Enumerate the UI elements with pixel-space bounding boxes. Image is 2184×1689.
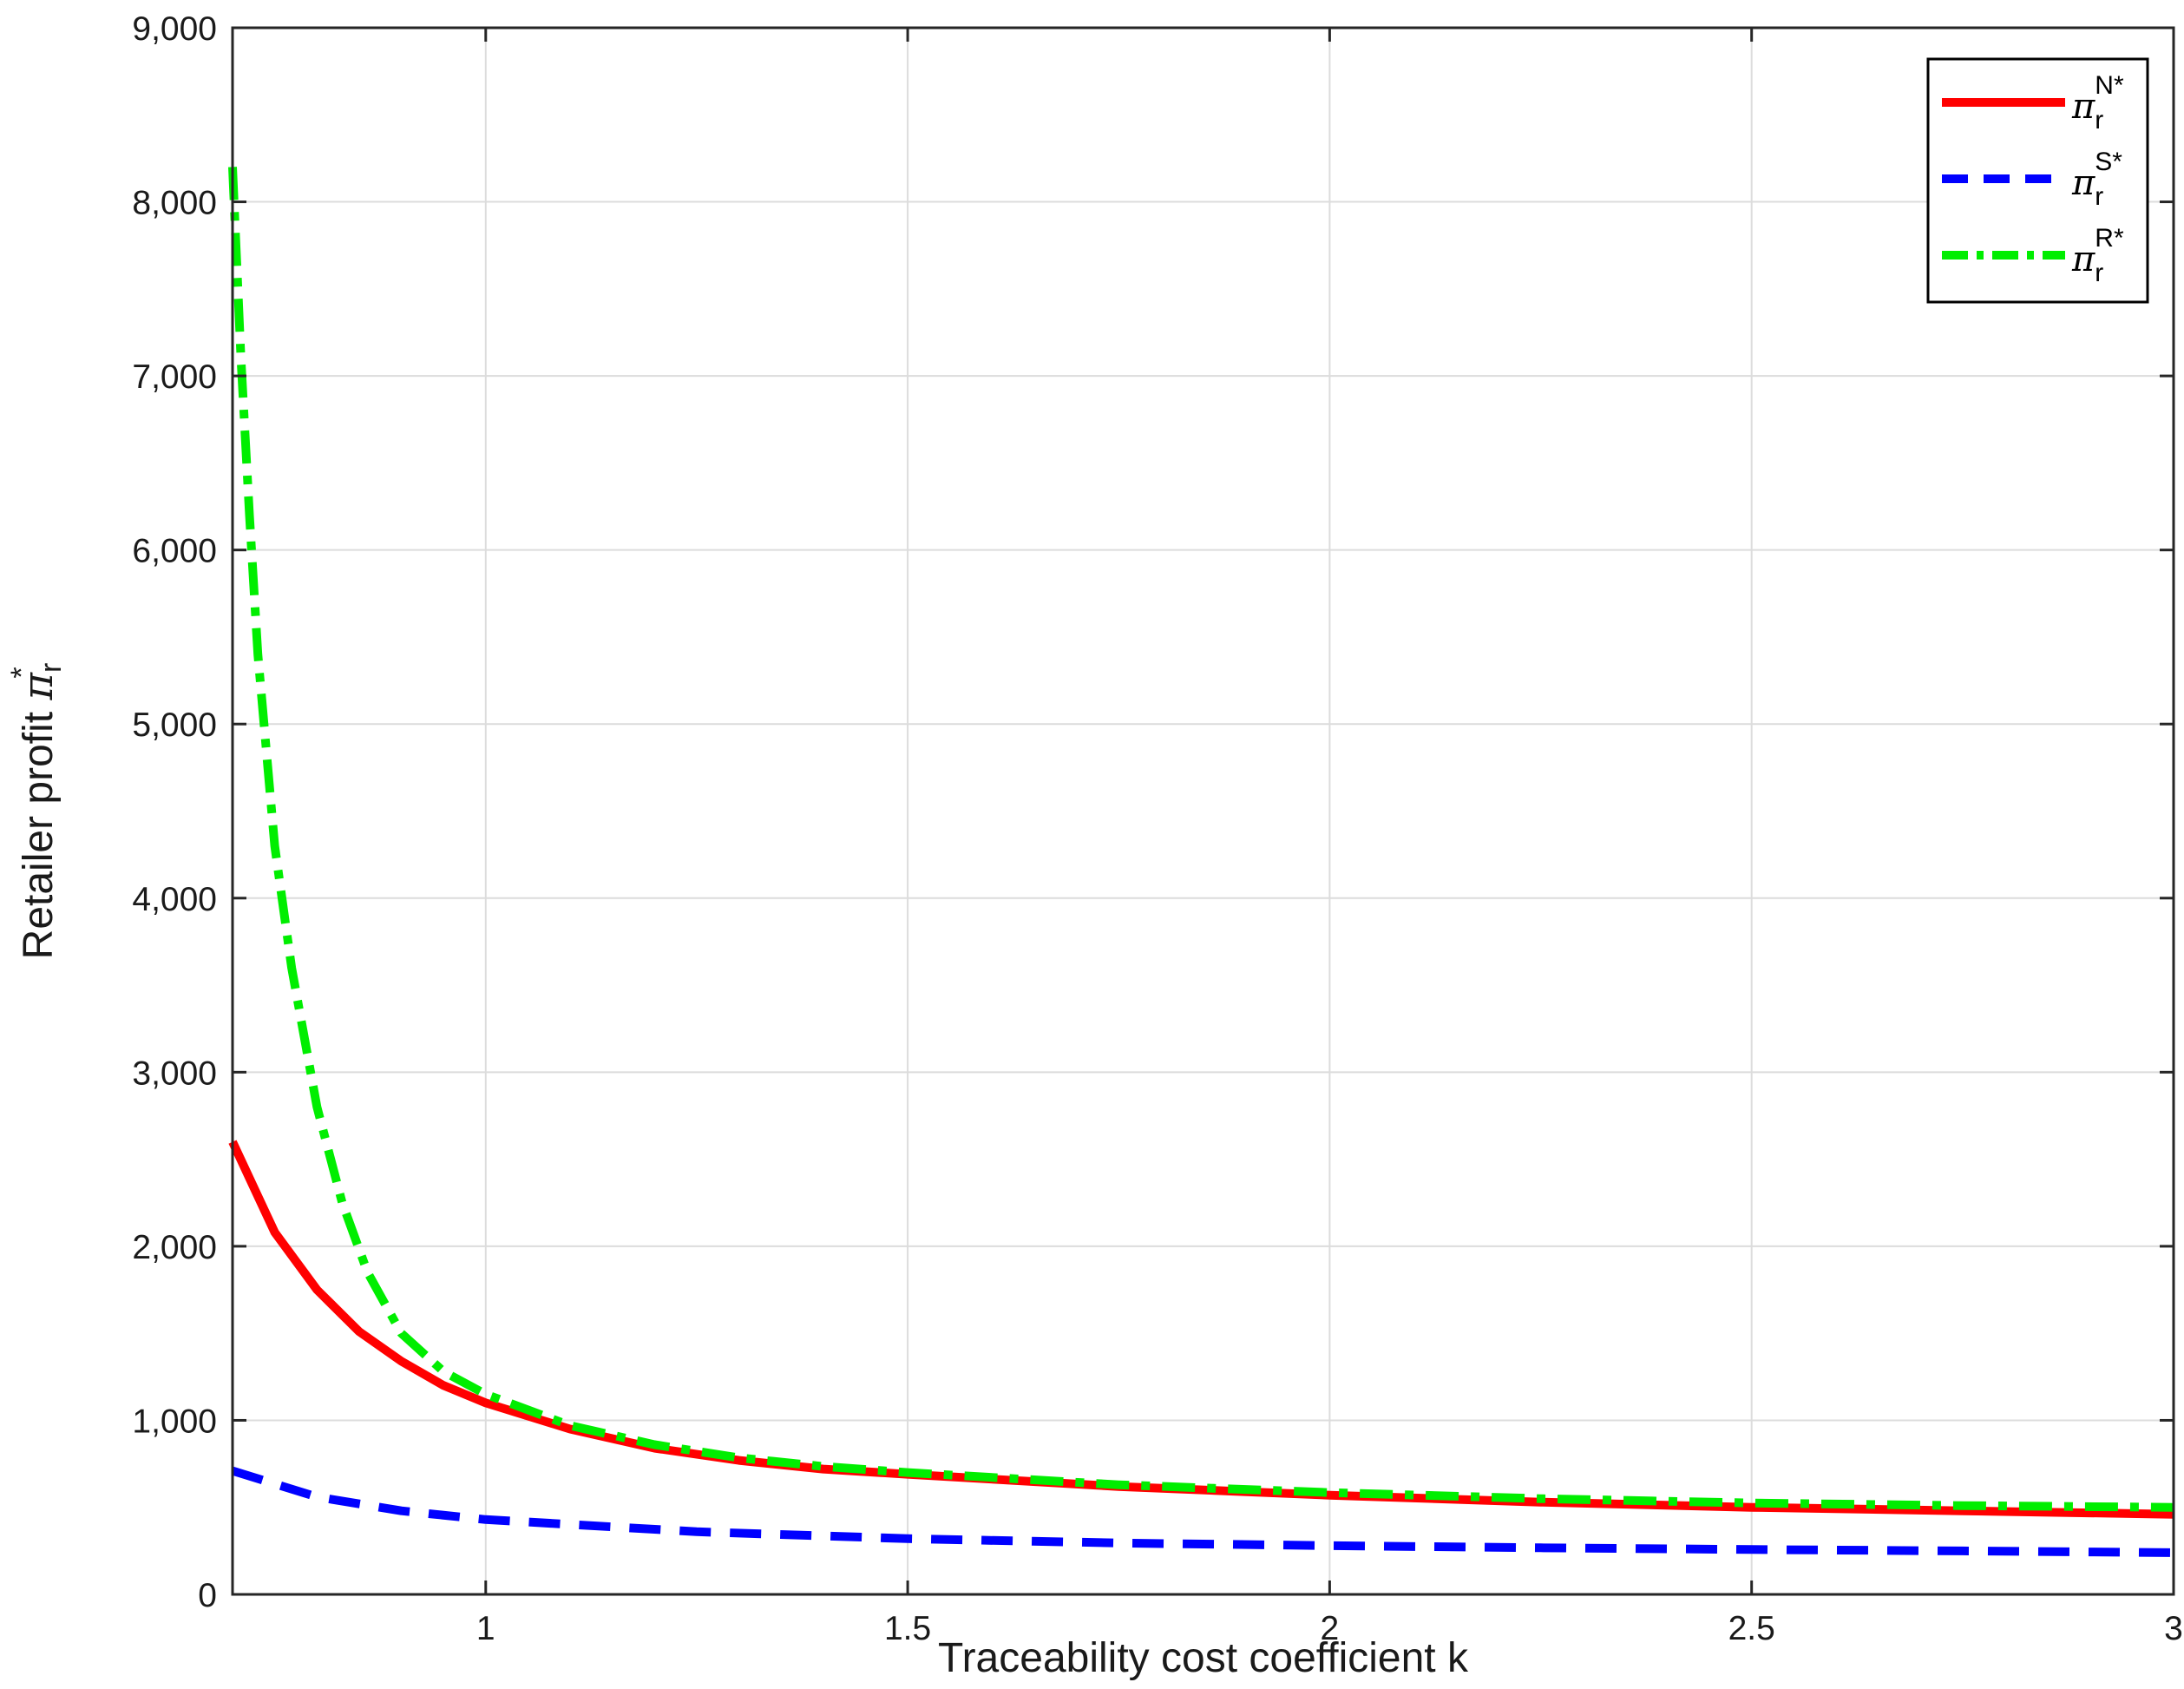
series-lines	[228, 167, 2174, 1557]
x-tick-label: 3	[2164, 1610, 2183, 1647]
y-tick-label: 8,000	[132, 185, 217, 222]
x-tick-label: 2.5	[1728, 1610, 1775, 1647]
y-axis-label-superscript: *	[5, 667, 38, 678]
legend-label-3: πrR*	[2071, 224, 2124, 287]
plot-area-frame	[231, 26, 2175, 1596]
axis-ticks: 1 1.5 2 2.5 3 0 1,000 2,000 3,000 4,000 5,000 6,000…	[132, 10, 2182, 1647]
y-tick-label: 6,000	[132, 533, 217, 570]
legend: πrN* πrS* πrR*	[1926, 57, 2149, 304]
y-axis-label-text: Retailer profit	[16, 700, 62, 960]
series-line-3	[228, 167, 2174, 1512]
y-tick-label: 7,000	[132, 358, 217, 396]
y-axis-label-subscript: r	[35, 663, 68, 673]
y-tick-label: 0	[198, 1577, 217, 1614]
y-tick-label: 4,000	[132, 881, 217, 918]
x-tick-label: 1	[476, 1610, 495, 1647]
y-tick-label: 5,000	[132, 706, 217, 744]
y-axis-label: Retailer profit πr*	[5, 663, 68, 960]
y-tick-label: 9,000	[132, 10, 217, 48]
y-tick-label: 3,000	[132, 1055, 217, 1092]
x-axis-label: Traceability cost coefficient k	[938, 1635, 1469, 1681]
legend-label-2: πrS*	[2071, 148, 2122, 211]
series-line-2	[231, 1466, 2174, 1557]
y-tick-label: 1,000	[132, 1403, 217, 1440]
y-tick-label: 2,000	[132, 1229, 217, 1266]
y-axis-label-symbol: π	[14, 672, 62, 701]
x-tick-label: 2	[1321, 1610, 1340, 1647]
x-tick-label: 1.5	[884, 1610, 931, 1647]
legend-label-1: πrN*	[2071, 71, 2124, 135]
